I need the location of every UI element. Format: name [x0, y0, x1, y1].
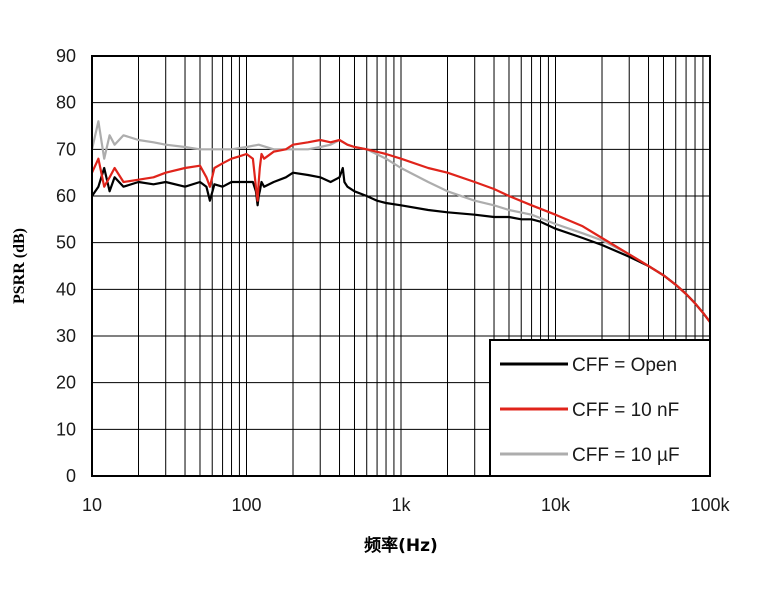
- x-tick-label: 100k: [690, 495, 730, 515]
- plot-frame: [91, 55, 711, 477]
- y-tick-label: 90: [56, 46, 76, 66]
- x-axis-label: 频率(Hz): [364, 535, 438, 556]
- legend-item-cff-10uf-label: CFF = 10 µF: [572, 445, 680, 466]
- y-tick-label: 70: [56, 139, 76, 159]
- y-tick-label: 50: [56, 233, 76, 253]
- y-tick-label: 80: [56, 93, 76, 113]
- y-tick-label: 30: [56, 326, 76, 346]
- y-tick-label: 0: [66, 466, 76, 486]
- tick-layer: 0 10 20 30 40 50 60 70 80 90 10 100 1k 10k 100k: [56, 46, 731, 515]
- legend-item-cff-open-label: CFF = Open: [572, 355, 677, 376]
- x-tick-label: 10k: [541, 495, 571, 515]
- series-line-cff-10nf: [90, 138, 711, 323]
- series-line-cff-open: [91, 166, 711, 323]
- series-layer: [90, 120, 711, 323]
- y-tick-label: 40: [56, 279, 76, 299]
- y-axis-label: PSRR (dB): [11, 228, 28, 304]
- x-tick-label: 100: [231, 495, 261, 515]
- legend-item-cff-10nf-label: CFF = 10 nF: [572, 400, 679, 421]
- x-tick-label: 1k: [391, 495, 411, 515]
- y-tick-label: 10: [56, 419, 76, 439]
- legend: CFF = Open CFF = 10 nF CFF = 10 µF: [489, 339, 711, 477]
- y-tick-label: 60: [56, 186, 76, 206]
- y-tick-label: 20: [56, 373, 76, 393]
- x-tick-label: 10: [82, 495, 102, 515]
